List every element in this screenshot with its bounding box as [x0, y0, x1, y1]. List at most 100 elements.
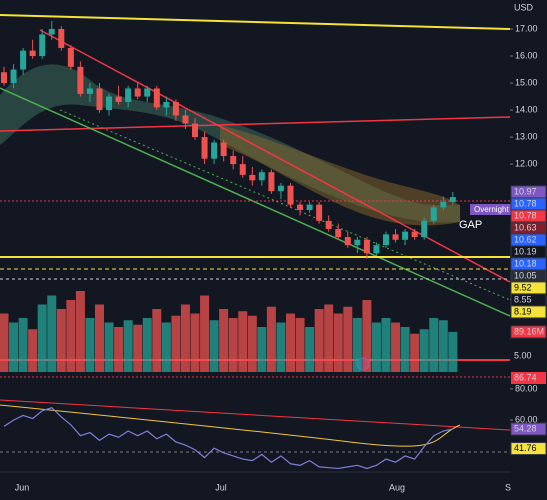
badge-label: 10.63 — [514, 222, 537, 232]
candle-body — [182, 115, 189, 124]
candle-body — [134, 88, 141, 97]
volume-bar — [37, 304, 47, 372]
price-badge — [510, 442, 547, 456]
candle-body — [115, 96, 122, 102]
volume-bar — [171, 315, 181, 372]
volume-bar — [142, 318, 152, 372]
badge-label: 8.55 — [514, 294, 532, 304]
candle-body — [144, 88, 151, 97]
volume-bar — [28, 329, 38, 372]
badge-label: 89.16M — [514, 326, 544, 336]
side-badge — [511, 372, 546, 384]
trendline — [0, 14, 511, 30]
candle-body — [344, 237, 351, 246]
candle-body — [383, 234, 389, 246]
trendline — [39, 29, 511, 283]
candle-body — [211, 142, 218, 159]
candle-body — [106, 96, 113, 111]
trendline — [0, 116, 511, 132]
y-tick-label: 60.00 — [515, 414, 538, 424]
candle-body — [201, 137, 208, 159]
volume-bar — [314, 309, 324, 372]
candle-body — [163, 101, 170, 108]
candle-body — [325, 220, 332, 229]
candle-body — [268, 172, 275, 192]
candle-body — [29, 50, 36, 57]
volume-bar — [66, 300, 76, 372]
badge-label: 10.18 — [514, 258, 537, 268]
candle-body — [192, 123, 198, 138]
volume-bar — [381, 318, 391, 372]
price-badge — [510, 305, 547, 319]
volume-bar — [295, 318, 305, 372]
badge-label: 10.19 — [514, 246, 537, 256]
candle-body — [411, 231, 418, 238]
volume-bar — [391, 322, 401, 372]
volume-bar — [228, 318, 238, 372]
candle-body — [220, 142, 227, 156]
candle-body — [297, 204, 304, 211]
volume-bar — [266, 306, 276, 372]
candle-body — [430, 207, 437, 221]
volume-bar — [333, 313, 343, 372]
currency: USD — [514, 2, 534, 12]
volume-bar — [133, 324, 143, 372]
volume-bar — [200, 295, 210, 372]
volume-bar — [47, 295, 57, 372]
candle-body — [20, 50, 27, 70]
candle-body — [1, 72, 7, 84]
x-tick-label: Jun — [15, 482, 30, 492]
volume-bar — [448, 331, 458, 372]
volume-bar — [371, 322, 381, 372]
badge-label: 41.76 — [514, 443, 537, 453]
overnight-tag — [470, 204, 512, 215]
volume-bar — [95, 304, 104, 372]
volume-bar — [305, 327, 315, 372]
rsi-line — [3, 406, 453, 470]
volume-bar — [85, 318, 95, 372]
y-tick-label: 16.00 — [515, 50, 538, 60]
candle-body — [96, 88, 103, 111]
volume-bar — [161, 322, 171, 372]
candle-body — [48, 29, 55, 35]
candle-body — [392, 234, 399, 240]
badge-label: 10.62 — [514, 234, 537, 244]
volume-bar — [429, 318, 439, 372]
candle-body — [277, 185, 284, 192]
badge-label: 54.28 — [514, 423, 537, 433]
candle-body — [10, 69, 17, 84]
candle-body — [335, 228, 342, 238]
candle-body — [421, 220, 428, 238]
volume-bar — [352, 318, 362, 372]
volume-bar — [343, 306, 353, 372]
candle-body — [440, 201, 447, 208]
badge-label: 10.78 — [514, 210, 537, 220]
volume-bar — [114, 327, 124, 372]
y-tick-label: 80.00 — [515, 383, 538, 393]
y-tick-label: 15.00 — [515, 77, 538, 87]
volume-bar — [209, 320, 219, 372]
x-tick-label: Jul — [215, 482, 227, 492]
volume-bar — [410, 333, 420, 372]
candle-body — [67, 47, 74, 67]
volume-bar — [400, 327, 410, 372]
volume-bar — [75, 291, 85, 372]
candle-body — [449, 197, 456, 202]
badge-label: 10.78 — [514, 198, 537, 208]
volume-bar — [438, 320, 448, 372]
volume-bar — [276, 322, 286, 372]
candle-body — [258, 172, 265, 181]
candle-body — [354, 239, 361, 246]
volume-bar — [18, 318, 28, 372]
candle-body — [373, 245, 380, 254]
volume-bar — [180, 304, 190, 372]
y-tick-label: 17.00 — [515, 23, 538, 33]
volume-bar — [257, 327, 267, 372]
candle-body — [363, 239, 370, 254]
badge-label: 9.52 — [514, 282, 532, 292]
y-tick-label: 13.00 — [515, 131, 538, 141]
volume-bar — [123, 320, 133, 372]
rsi-ma — [0, 404, 461, 447]
gap-label: GAP — [459, 219, 482, 231]
